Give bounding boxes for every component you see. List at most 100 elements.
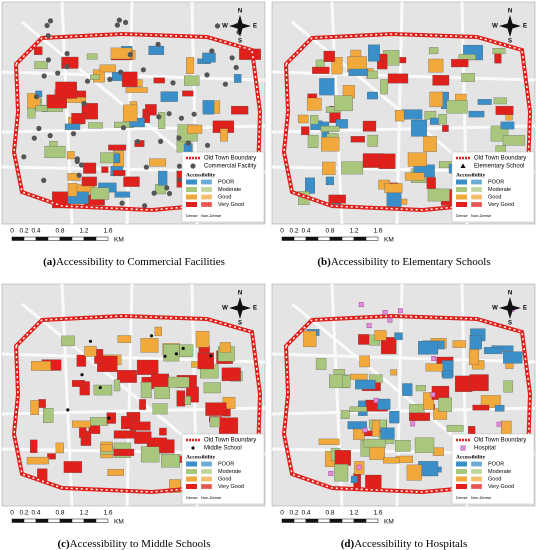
scale-label: 1.6: [373, 228, 382, 235]
block: [380, 337, 397, 355]
legend-swatch-non-dense: [200, 194, 213, 200]
block: [159, 427, 167, 436]
legend-swatch-dense: [186, 476, 197, 482]
facility-marker: [151, 190, 157, 196]
block: [362, 120, 377, 132]
block: [325, 176, 334, 186]
block: [318, 438, 340, 445]
scale-label: 1.2: [79, 510, 88, 517]
block: [202, 100, 215, 115]
facility-marker: [107, 416, 111, 420]
block: [38, 399, 46, 408]
map-panel: N S E W Old Town Boundary Middle School Access…: [1, 283, 266, 550]
compass-s: S: [238, 39, 242, 45]
scale-label: 0.2: [289, 510, 298, 517]
facility-marker: [41, 73, 47, 79]
legend-non-dense: Non-Dense: [201, 495, 222, 500]
block: [399, 57, 407, 64]
block: [161, 454, 180, 468]
block: [151, 373, 170, 387]
facility-marker: [119, 200, 125, 206]
block: [154, 385, 170, 399]
facility-marker: [176, 163, 183, 169]
scale-label: 0: [280, 228, 284, 235]
legend-swatch-non-dense: [470, 483, 483, 490]
compass-e: E: [523, 306, 527, 312]
block: [446, 100, 468, 114]
block: [395, 440, 411, 452]
scale-segment: [365, 518, 379, 523]
block: [209, 416, 220, 428]
compass: N S E W: [492, 291, 527, 327]
scale-segment: [71, 236, 85, 241]
caption-label: (a): [43, 256, 56, 268]
block: [55, 81, 77, 99]
block: [61, 335, 75, 347]
scale-segment: [11, 236, 25, 241]
block: [446, 425, 464, 432]
road: [271, 406, 536, 416]
block: [432, 75, 450, 86]
facility-marker: [78, 162, 85, 168]
map-panel: N S E W Old Town Boundary Hospital Accessibili…: [271, 283, 536, 550]
block: [461, 73, 475, 82]
block: [335, 119, 348, 129]
block: [55, 442, 64, 454]
block: [468, 349, 480, 365]
facility-marker: [358, 302, 364, 308]
scale-unit: KM: [114, 519, 124, 526]
block: [140, 338, 159, 353]
block: [30, 400, 40, 415]
legend-swatch-dense: [456, 469, 467, 474]
legend-boundary: Old Town Boundary: [204, 156, 256, 162]
legend-swatch-non-dense: [200, 468, 213, 475]
caption-text: Accessibility to Hospitals: [354, 538, 467, 550]
legend-level: POOR: [218, 461, 234, 467]
block: [184, 75, 200, 86]
block: [158, 112, 166, 129]
old-town-boundary-dash: [13, 315, 261, 493]
block: [411, 119, 427, 137]
block: [140, 446, 160, 463]
legend-swatch-non-dense: [200, 201, 213, 208]
facility-marker: [84, 78, 91, 84]
scale-label: 0.2: [19, 510, 28, 517]
legend-swatch-non-dense: [200, 186, 213, 193]
legend-level: Very Good: [218, 202, 244, 208]
block: [442, 370, 453, 379]
legend-facility: Elementary School: [474, 164, 524, 170]
legend-swatch-non-dense: [470, 194, 483, 200]
block: [407, 152, 427, 167]
facility-marker: [229, 55, 235, 61]
old-town-boundary-dash: [13, 33, 261, 211]
block: [390, 369, 398, 376]
facility-marker: [191, 111, 197, 117]
block: [451, 59, 469, 68]
block: [367, 91, 378, 100]
block: [477, 99, 492, 105]
facility-marker: [233, 64, 239, 71]
scale-segment: [83, 236, 97, 241]
caption-label: (c): [57, 538, 70, 550]
block: [113, 430, 137, 439]
block: [363, 438, 386, 448]
caption-text: Accessibility to Commercial Facilities: [56, 256, 225, 268]
facility-marker: [55, 70, 61, 76]
compass-n: N: [508, 9, 512, 15]
block: [154, 326, 162, 336]
scale-label: 0.2: [289, 228, 298, 235]
block: [125, 87, 148, 93]
block: [27, 107, 36, 119]
facility-marker: [47, 18, 54, 24]
scale-label: 1.6: [103, 510, 112, 517]
facility-marker: [397, 308, 403, 314]
facility-marker: [209, 354, 213, 358]
block: [438, 114, 447, 125]
block: [205, 402, 227, 416]
road: [125, 283, 134, 507]
facility-marker: [158, 138, 164, 144]
compass-rose: [499, 297, 521, 319]
block: [158, 170, 168, 186]
compass: N S E W: [492, 9, 527, 45]
scale-label: 1.2: [349, 510, 358, 517]
